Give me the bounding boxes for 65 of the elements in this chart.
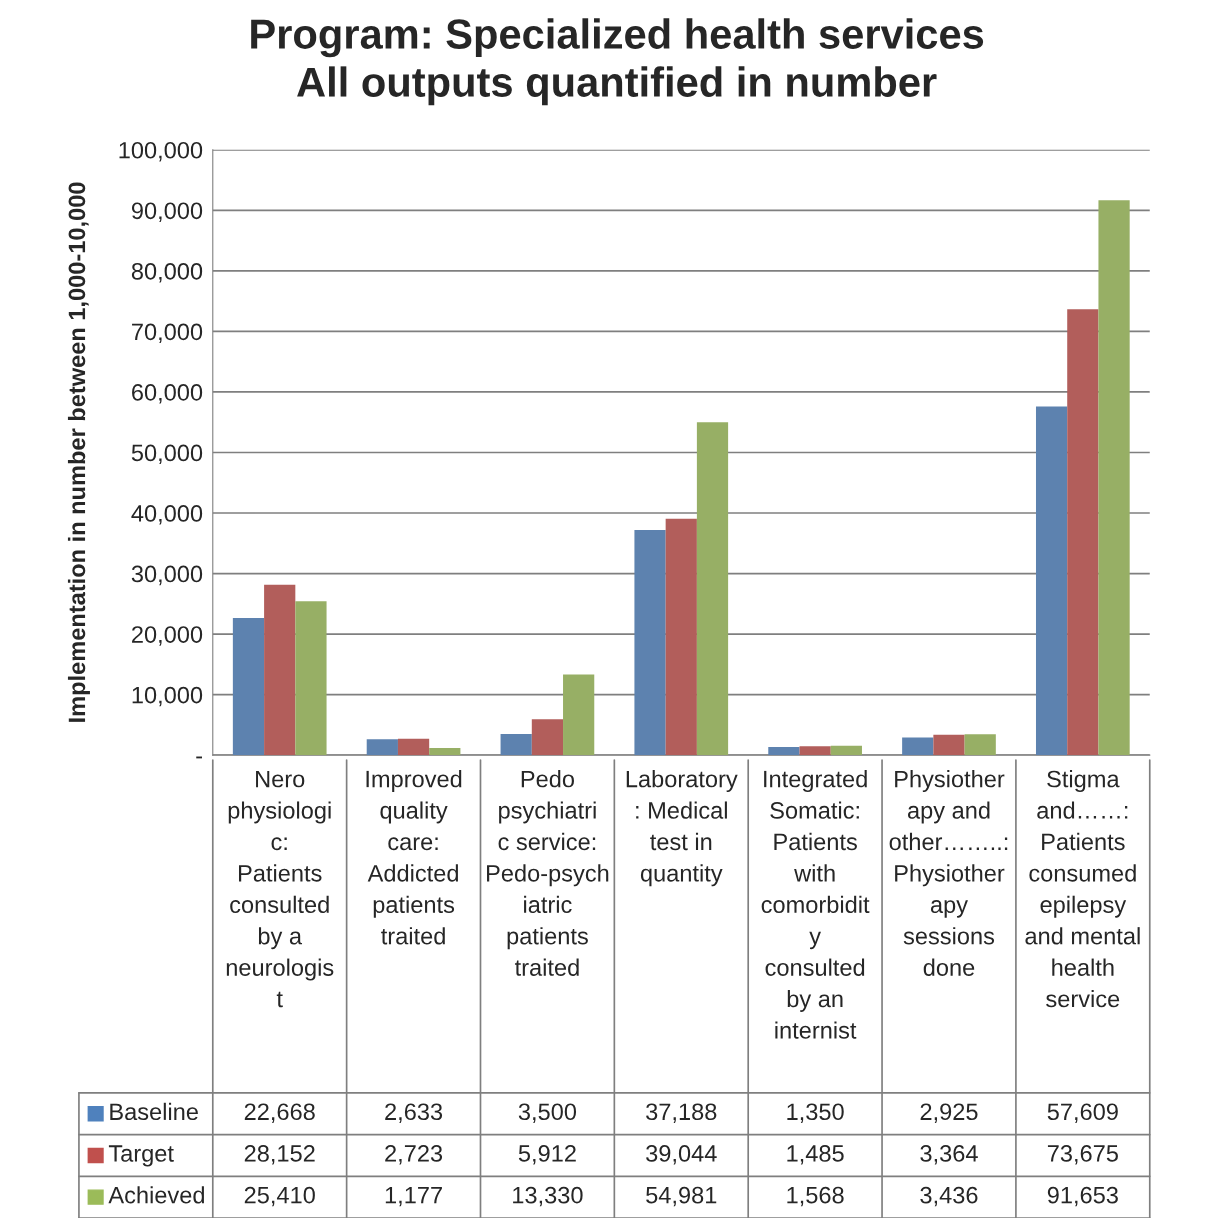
y-tick-label: 60,000 — [132, 384, 203, 404]
bar — [696, 422, 729, 756]
bar — [563, 674, 595, 756]
data-label: 57,609 — [1047, 1103, 1118, 1123]
x-tick-label: Pedo psychiatric service: Pedo-psychiatric patients traited — [487, 770, 609, 976]
y-tick-label: - — [196, 756, 203, 759]
data-label: 2,633 — [385, 1103, 443, 1123]
bar — [1067, 309, 1099, 756]
data-label: 2,723 — [385, 1145, 443, 1165]
x-tick-label: Physiotherapy and other……..: Physiotherapy sessions done — [889, 770, 1008, 976]
y-tick-label: 50,000 — [131, 444, 203, 465]
data-label: 2,925 — [920, 1103, 978, 1123]
data-label: 28,152 — [244, 1145, 315, 1165]
data-label: 91,653 — [1047, 1186, 1118, 1207]
bar — [295, 601, 327, 756]
x-tick-label: Laboratory: Medical test in quantity — [626, 770, 738, 887]
y-tick-label: 20,000 — [132, 626, 203, 646]
legend-label: Baseline — [110, 1102, 198, 1121]
data-label: 1,568 — [787, 1186, 844, 1207]
x-tick-label: Improved quality care: Addicted patients traited — [366, 770, 462, 945]
legend-label: Achieved — [108, 1186, 204, 1204]
y-tick-label: 90,000 — [131, 202, 203, 222]
data-label: 3,500 — [518, 1103, 577, 1123]
bar — [500, 733, 532, 756]
bar — [1035, 406, 1068, 756]
data-label: 1,177 — [385, 1187, 442, 1207]
bar — [933, 734, 965, 756]
bar — [1098, 200, 1130, 756]
bar — [366, 739, 398, 756]
y-tick-label: 40,000 — [131, 505, 203, 525]
bar — [830, 745, 862, 756]
data-label: 25,410 — [244, 1186, 315, 1207]
bar — [531, 719, 564, 756]
data-label: 22,668 — [244, 1103, 315, 1123]
legend-label: Target — [108, 1145, 174, 1167]
bar — [665, 518, 697, 756]
bar — [232, 617, 265, 756]
bar — [429, 748, 461, 756]
bar — [264, 584, 296, 756]
data-label: 1,485 — [787, 1145, 844, 1165]
data-label: 3,436 — [920, 1186, 978, 1207]
data-label: 39,044 — [646, 1145, 717, 1165]
data-label: 37,188 — [646, 1103, 717, 1123]
y-tick-label: 30,000 — [131, 565, 203, 586]
data-label: 5,912 — [518, 1145, 576, 1165]
x-tick-label: Stigma and……: Patients consumed epilepsy and mental health service — [1025, 770, 1140, 1008]
bar — [768, 746, 800, 756]
y-axis-title: Implementation in number between 1,000-10,000 — [67, 182, 90, 722]
data-label: 3,364 — [920, 1145, 978, 1165]
y-tick-label: 10,000 — [132, 686, 203, 707]
bar — [902, 737, 934, 756]
category-label: Integrated Somatic: Patients with comorbidity consulted by an internist — [761, 770, 870, 1039]
data-label: 1,350 — [787, 1103, 844, 1123]
y-tick-label: 80,000 — [131, 262, 203, 283]
chart-title: Program: Specialized health services All outputs quantified in number — [251, 18, 984, 106]
y-tick-label: 100,000 — [119, 141, 203, 162]
y-tick-label: 70,000 — [132, 323, 203, 343]
data-label: 73,675 — [1047, 1145, 1118, 1165]
x-tick-label: Nero physiologic: Patients consulted by a neurologist — [226, 770, 334, 1008]
bar — [964, 734, 996, 756]
bar — [799, 746, 831, 756]
data-label: 54,981 — [646, 1186, 717, 1207]
data-label: 13,330 — [513, 1186, 583, 1207]
bar — [634, 530, 666, 756]
bar — [397, 738, 430, 756]
